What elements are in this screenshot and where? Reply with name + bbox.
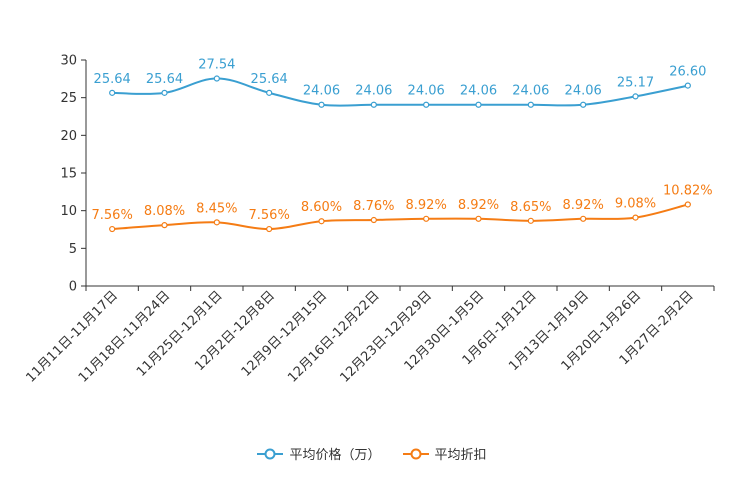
data-label: 8.92% — [458, 198, 499, 213]
data-point — [475, 215, 482, 222]
data-label: 25.64 — [251, 72, 288, 87]
data-label: 24.06 — [460, 84, 497, 99]
series-line — [112, 77, 689, 107]
data-point — [527, 101, 534, 108]
data-label: 24.06 — [512, 84, 549, 99]
legend-line-circle-icon — [402, 448, 429, 459]
data-point — [318, 218, 325, 225]
data-point — [580, 215, 587, 222]
y-tick-label: 30 — [60, 54, 77, 69]
legend-label-discount: 平均折扣 — [434, 448, 487, 463]
data-label: 25.64 — [146, 72, 183, 87]
data-label: 8.92% — [563, 198, 604, 213]
data-point — [580, 101, 587, 108]
data-point — [423, 215, 430, 222]
data-point — [527, 217, 534, 224]
data-label: 25.17 — [617, 75, 654, 90]
data-label: 8.92% — [406, 198, 447, 213]
data-point — [632, 93, 639, 100]
data-point — [370, 101, 377, 108]
data-point — [370, 216, 377, 224]
data-point — [423, 101, 430, 108]
data-point — [161, 222, 168, 229]
y-tick-label: 10 — [60, 204, 77, 219]
data-label: 8.08% — [144, 204, 185, 219]
series-layer: 25.64 25.64 27.54 25.64 24.06 24.06 24.06 24.06… — [92, 58, 713, 233]
data-label: 24.06 — [355, 84, 392, 99]
legend: 平均价格（万） 平均折扣 — [0, 444, 744, 463]
data-label: 7.56% — [249, 208, 290, 223]
series-line — [112, 203, 689, 231]
y-tick-label: 20 — [60, 129, 77, 144]
data-point — [213, 75, 220, 82]
data-label: 8.76% — [353, 199, 394, 214]
data-point — [318, 101, 325, 108]
data-point — [109, 225, 116, 233]
data-label: 8.45% — [196, 201, 237, 216]
data-label: 24.06 — [408, 84, 445, 99]
data-label: 25.64 — [94, 72, 131, 87]
y-tick-label: 25 — [60, 91, 77, 106]
data-label: 24.06 — [565, 84, 602, 99]
y-tick-label: 5 — [69, 242, 77, 257]
data-point — [161, 89, 168, 96]
data-label: 8.60% — [301, 200, 342, 215]
data-point — [684, 201, 691, 208]
data-label: 24.06 — [303, 84, 340, 99]
data-label: 27.54 — [198, 58, 235, 73]
data-label: 8.65% — [510, 200, 551, 215]
x-tick-label: 12月23日-12月29日 — [338, 288, 435, 385]
legend-item-discount[interactable]: 平均折扣 — [402, 444, 487, 463]
data-point — [213, 219, 220, 226]
data-label: 7.56% — [92, 208, 133, 223]
data-point — [475, 101, 482, 108]
legend-label-price: 平均价格（万） — [289, 448, 381, 463]
data-label: 9.08% — [615, 197, 656, 212]
legend-line-circle-icon — [257, 448, 284, 459]
x-tick-label: 11月11日-11月17日 — [24, 288, 121, 385]
y-tick-label: 0 — [69, 280, 77, 295]
data-label: 10.82% — [663, 183, 713, 198]
data-point — [109, 89, 116, 96]
data-label: 26.60 — [669, 65, 706, 80]
data-point — [266, 89, 273, 96]
x-tick-label: 11月18日-11月24日 — [76, 288, 173, 385]
series-1: 7.56% 8.08% 8.45% 7.56% 8.60% 8.76% 8.92% 8.92%… — [92, 183, 713, 233]
y-tick-label: 15 — [60, 167, 77, 182]
data-point — [684, 82, 691, 89]
series-0: 25.64 25.64 27.54 25.64 24.06 24.06 24.06 24.06… — [94, 58, 706, 108]
legend-item-price[interactable]: 平均价格（万） — [257, 444, 381, 463]
x-tick-label: 12月16日-12月22日 — [285, 288, 382, 385]
data-point — [266, 225, 273, 233]
data-point — [632, 214, 639, 221]
